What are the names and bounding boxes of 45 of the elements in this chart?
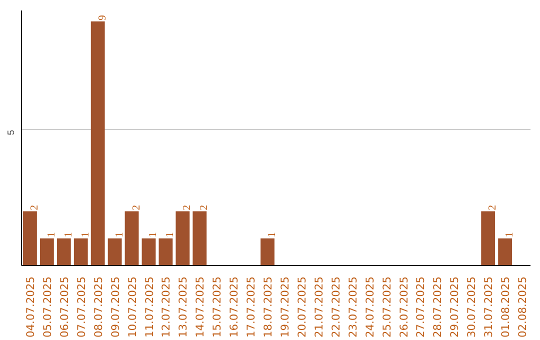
- x-tick-label: 16.07.2025: [228, 276, 241, 338]
- data-label: 1: [63, 232, 74, 238]
- x-tick-label: 02.08.2025: [516, 276, 530, 338]
- data-label: 2: [488, 204, 499, 210]
- x-tick-label: 25.07.2025: [380, 276, 394, 338]
- x-tick-label: 07.07.2025: [74, 276, 88, 338]
- data-label: 2: [199, 204, 210, 210]
- x-tick-label: 05.07.2025: [40, 276, 54, 338]
- data-label: 2: [182, 204, 194, 210]
- x-tick-label: 12.07.2025: [160, 276, 173, 338]
- data-label: 2: [131, 204, 142, 210]
- x-tick-label: 30.07.2025: [465, 276, 478, 338]
- x-tick-label: 31.07.2025: [482, 276, 496, 338]
- data-label: 9: [97, 15, 108, 20]
- data-label: 1: [504, 232, 516, 238]
- x-tick-label: 29.07.2025: [448, 276, 462, 338]
- data-label: 1: [165, 232, 176, 238]
- x-tick-label: 13.07.2025: [176, 276, 190, 338]
- x-tick-label: 09.07.2025: [108, 276, 122, 338]
- x-tick-label: 06.07.2025: [58, 276, 71, 338]
- data-label: 2: [29, 204, 40, 210]
- y-tick-label: 5: [6, 130, 16, 136]
- x-tick-label: 18.07.2025: [262, 276, 275, 338]
- x-tick-label: 14.07.2025: [194, 276, 207, 338]
- x-tick-label: 11.07.2025: [142, 276, 156, 338]
- x-tick-label: 28.07.2025: [431, 276, 444, 338]
- x-tick-label: 08.07.2025: [92, 276, 105, 338]
- data-label: 1: [114, 232, 126, 238]
- x-tick-label: 27.07.2025: [414, 276, 428, 338]
- x-tick-label: 21.07.2025: [312, 276, 326, 338]
- x-tick-label: 15.07.2025: [210, 276, 224, 338]
- x-tick-label: 04.07.2025: [24, 276, 37, 338]
- x-tick-label: 20.07.2025: [295, 276, 308, 338]
- x-tick-label: 17.07.2025: [244, 276, 258, 338]
- x-tick-label: 22.07.2025: [329, 276, 342, 338]
- x-tick-label: 26.07.2025: [397, 276, 410, 338]
- x-tick-label: 01.08.2025: [499, 276, 512, 338]
- data-label: 1: [148, 232, 160, 238]
- data-label: 1: [80, 232, 92, 238]
- data-label: 1: [46, 232, 58, 238]
- x-tick-label: 10.07.2025: [126, 276, 139, 338]
- x-tick-label: 24.07.2025: [363, 276, 376, 338]
- x-tick-label: 23.07.2025: [346, 276, 360, 338]
- data-label: 1: [267, 232, 278, 238]
- x-tick-label: 19.07.2025: [278, 276, 292, 338]
